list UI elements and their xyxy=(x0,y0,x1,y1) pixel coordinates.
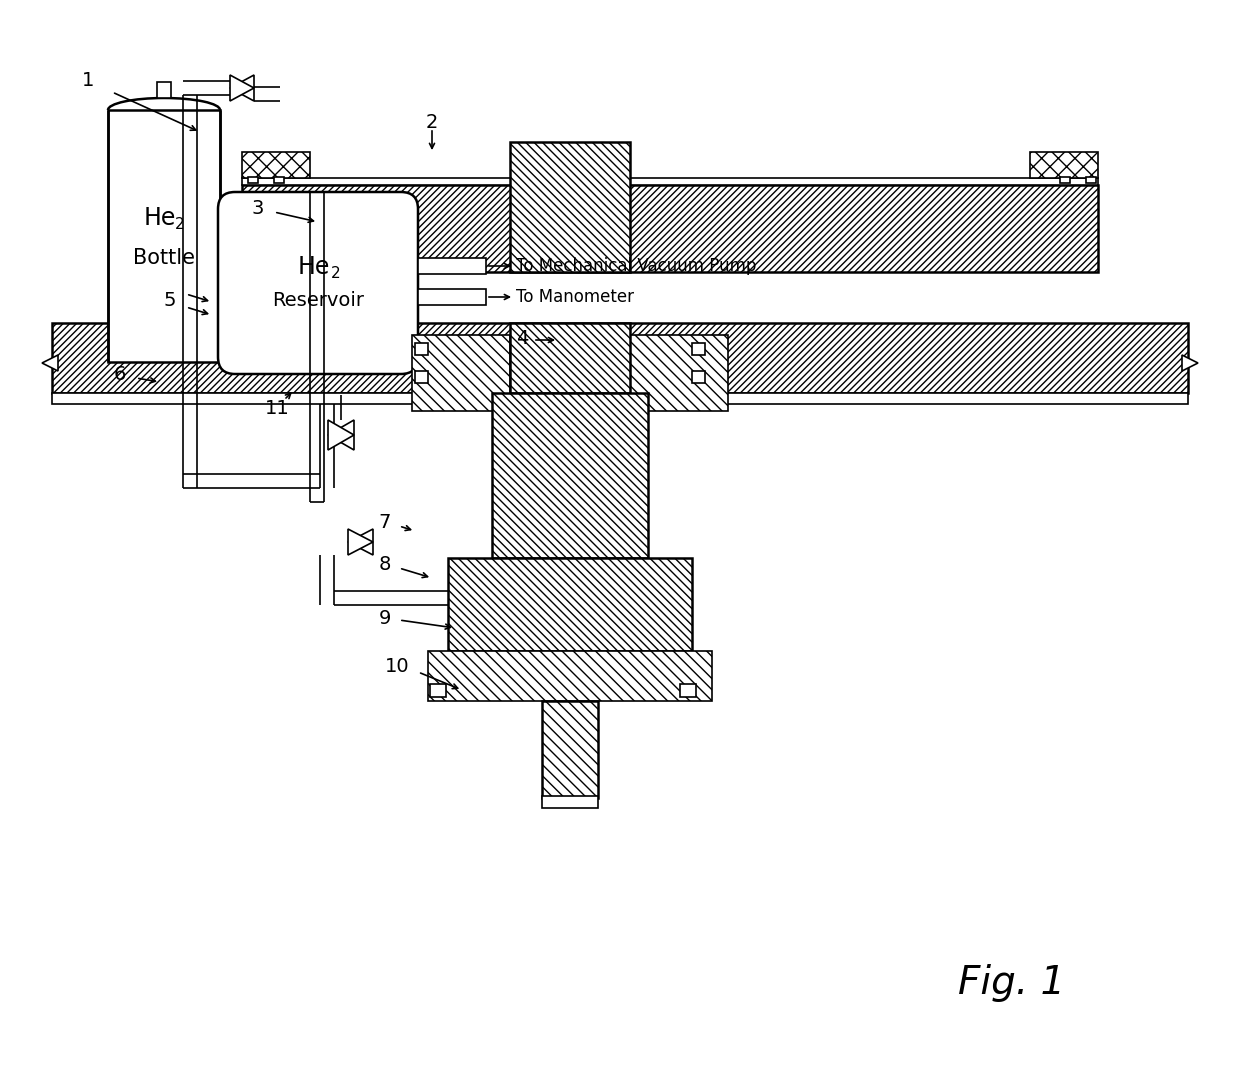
Text: 1: 1 xyxy=(82,70,94,89)
Text: Reservoir: Reservoir xyxy=(272,292,365,311)
Text: To Manometer: To Manometer xyxy=(516,288,634,306)
Text: 5: 5 xyxy=(164,291,176,310)
Text: 8: 8 xyxy=(378,556,391,574)
Polygon shape xyxy=(229,75,254,101)
Polygon shape xyxy=(229,75,254,101)
Polygon shape xyxy=(42,355,58,371)
Bar xyxy=(157,82,171,98)
Bar xyxy=(448,558,692,651)
Text: 10: 10 xyxy=(384,657,409,676)
Bar xyxy=(415,371,428,383)
Bar xyxy=(412,335,510,411)
Polygon shape xyxy=(1182,355,1198,371)
Bar xyxy=(492,393,649,558)
Text: 9: 9 xyxy=(378,608,391,627)
Text: 7: 7 xyxy=(378,513,391,532)
Text: 2: 2 xyxy=(425,113,438,131)
Bar xyxy=(242,178,1097,185)
Bar xyxy=(1086,177,1096,183)
Polygon shape xyxy=(329,420,353,450)
Bar xyxy=(242,185,1097,272)
Text: 6: 6 xyxy=(114,365,126,384)
Bar xyxy=(242,152,310,178)
Bar xyxy=(52,323,1188,393)
Bar xyxy=(52,393,1188,404)
Polygon shape xyxy=(348,529,373,555)
Bar xyxy=(680,684,696,697)
Bar xyxy=(418,258,486,274)
Bar xyxy=(542,701,598,798)
Text: To Mechanical Vacuum Pump: To Mechanical Vacuum Pump xyxy=(516,257,756,275)
Text: 4: 4 xyxy=(516,328,528,347)
Bar xyxy=(248,177,258,183)
Bar xyxy=(692,343,706,355)
Text: He: He xyxy=(298,255,330,279)
Bar xyxy=(692,371,706,383)
Text: 11: 11 xyxy=(264,398,289,417)
Bar xyxy=(1030,152,1097,178)
Text: 3: 3 xyxy=(252,198,264,217)
Polygon shape xyxy=(329,420,353,450)
Bar xyxy=(630,335,728,411)
Bar xyxy=(510,142,630,272)
Bar xyxy=(430,684,446,697)
Bar xyxy=(418,289,486,305)
Bar xyxy=(510,323,630,393)
Polygon shape xyxy=(348,529,373,555)
Bar xyxy=(1060,177,1070,183)
Text: He: He xyxy=(144,206,176,230)
Text: 2: 2 xyxy=(331,266,341,281)
Bar xyxy=(428,651,712,701)
Bar xyxy=(415,343,428,355)
Bar xyxy=(542,796,598,808)
FancyBboxPatch shape xyxy=(218,192,418,374)
Text: Fig. 1: Fig. 1 xyxy=(959,964,1065,1002)
Bar xyxy=(274,177,284,183)
Text: 2: 2 xyxy=(175,217,185,232)
Text: Bottle: Bottle xyxy=(133,248,195,268)
Bar xyxy=(108,110,219,362)
